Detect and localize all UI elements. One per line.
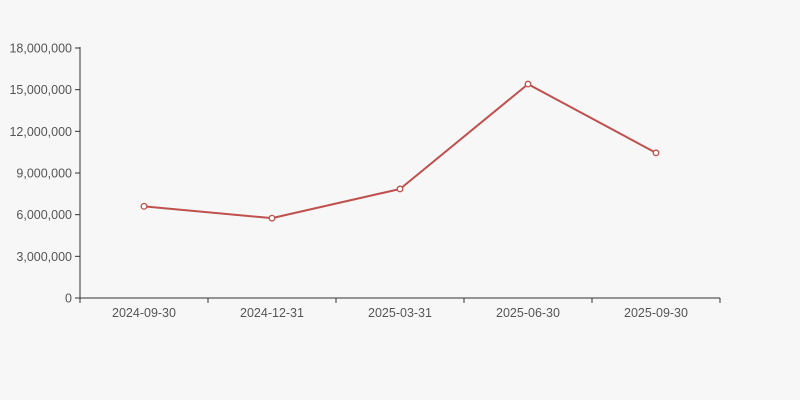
y-tick-label: 12,000,000 — [9, 125, 72, 139]
y-tick-label: 15,000,000 — [9, 83, 72, 97]
x-tick-label: 2024-12-31 — [240, 306, 304, 320]
x-tick-label: 2025-03-31 — [368, 306, 432, 320]
y-tick-label: 0 — [65, 292, 72, 306]
y-tick-label: 9,000,000 — [16, 167, 72, 181]
data-point-marker[interactable] — [268, 214, 276, 222]
y-tick-label: 6,000,000 — [16, 208, 72, 222]
data-point-marker[interactable] — [524, 80, 532, 88]
x-tick-label: 2025-09-30 — [624, 306, 688, 320]
y-tick-label: 18,000,000 — [9, 42, 72, 56]
data-point-marker[interactable] — [652, 149, 660, 157]
data-point-marker[interactable] — [396, 185, 404, 193]
data-point-marker[interactable] — [140, 202, 148, 210]
x-tick-label: 2024-09-30 — [112, 306, 176, 320]
y-tick-label: 3,000,000 — [16, 250, 72, 264]
x-tick-label: 2025-06-30 — [496, 306, 560, 320]
